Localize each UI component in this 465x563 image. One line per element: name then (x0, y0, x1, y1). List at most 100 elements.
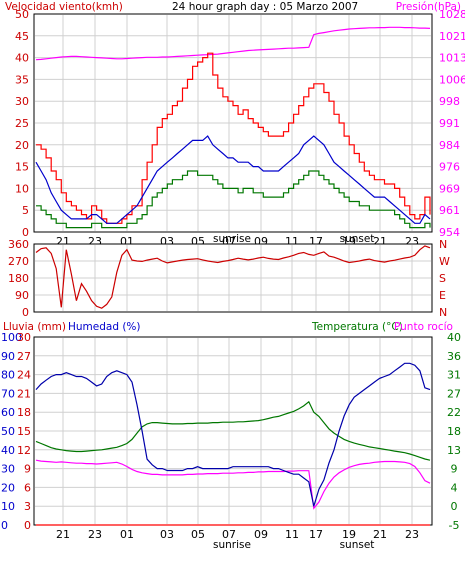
wind-direction-compass-label: N (439, 238, 447, 251)
climate-time-ticks: 21 23 01 03 05 07 09 11 17 19 21 23 (56, 528, 419, 541)
wind-pressure-panel: Velocidad viento(kmh) 24 hour graph day … (5, 1, 465, 248)
temperature-line (35, 400, 431, 461)
wind-direction-compass-label: N (439, 306, 447, 319)
rain-humidity-temp-grid (35, 338, 431, 524)
rain-tick-label: 6 (24, 481, 31, 494)
humidity-tick-label: 60 (1, 406, 15, 419)
humidity-tick-label: 90 (1, 350, 15, 363)
humidity-tick-label: 0 (1, 519, 8, 532)
wind-average-line (35, 135, 431, 224)
wind-speed-tick-label: 15 (15, 161, 29, 174)
humidity-tick-label: 80 (1, 369, 15, 382)
sunrise-label: sunrise (213, 233, 251, 245)
temperature-tick-label: 22 (447, 406, 461, 419)
wind-direction-compass-label: W (439, 255, 450, 268)
pressure-tick-label: 954 (439, 226, 460, 239)
graph-title: 24 hour graph day : 05 Marzo 2007 (172, 1, 358, 13)
humidity-tick-label: 10 (1, 500, 15, 513)
dewpoint-line (35, 459, 431, 510)
temperature-tick-label: 0 (451, 500, 458, 513)
pressure-ticks: 954 961 969 976 984 991 998 1006 1013 1021 1028 (439, 8, 465, 239)
wind-direction-compass-label: S (439, 272, 446, 285)
pressure-line (35, 26, 431, 61)
rain-humidity-ticks: 0 10 20 30 40 50 60 70 80 90 100 0 3 6 9 12 15 18 21 24 27 30 (1, 331, 31, 532)
pressure-tick-label: 961 (439, 204, 460, 217)
wind-direction-series (35, 245, 431, 309)
temperature-ticks: -5 0 4 9 13 18 22 27 31 36 40 (447, 331, 461, 532)
wind-direction-degree-ticks: 0 90 180 270 360 (8, 238, 29, 319)
time-tick-label: 21 (373, 528, 387, 541)
wind-speed-ticks: 0 5 10 15 20 25 30 35 40 45 50 (15, 8, 29, 239)
rain-tick-label: 3 (24, 500, 31, 513)
pressure-axis-title: Presión(hPa) (396, 1, 461, 13)
wind-direction-line (35, 245, 431, 309)
wind-min-line (36, 170, 431, 229)
temperature-tick-label: 4 (451, 481, 458, 494)
temperature-tick-label: 9 (451, 463, 458, 476)
wind-direction-compass-label: E (439, 289, 446, 302)
wind-direction-grid (35, 245, 431, 311)
wind-speed-tick-label: 10 (15, 182, 29, 195)
rain-tick-label: 0 (24, 519, 31, 532)
wind-direction-degree-label: 270 (8, 255, 29, 268)
wind-direction-degree-label: 360 (8, 238, 29, 251)
temperature-tick-label: 13 (447, 444, 461, 457)
wind-speed-tick-label: 45 (15, 30, 29, 43)
wind-speed-tick-label: 0 (22, 226, 29, 239)
temperature-tick-label: 27 (447, 387, 461, 400)
sunset-label-bottom: sunset (340, 539, 375, 551)
time-tick-label: 23 (88, 528, 102, 541)
pressure-tick-label: 1021 (439, 30, 465, 43)
pressure-tick-label: 1028 (439, 8, 465, 21)
wind-speed-tick-label: 35 (15, 73, 29, 86)
humidity-line (35, 362, 431, 507)
humidity-axis-title: Humedad (%) (68, 321, 141, 333)
humidity-tick-label: 50 (1, 425, 15, 438)
pressure-tick-label: 969 (439, 182, 460, 195)
wind-speed-tick-label: 40 (15, 52, 29, 65)
rain-tick-label: 12 (17, 444, 31, 457)
pressure-tick-label: 1013 (439, 52, 465, 65)
sunset-label: sunset (340, 233, 375, 245)
wind-gust-line (36, 52, 431, 224)
rain-humidity-temp-panel: Lluvia (mm) Humedad (%) Temperatura (°C)… (1, 321, 461, 551)
wind-speed-tick-label: 50 (15, 8, 29, 21)
wind-speed-tick-label: 20 (15, 139, 29, 152)
temperature-tick-label: 36 (447, 350, 461, 363)
rain-tick-label: 15 (17, 425, 31, 438)
wind-pressure-series (35, 26, 431, 229)
humidity-tick-label: 20 (1, 481, 15, 494)
rain-humidity-temp-series (35, 362, 431, 526)
pressure-tick-label: 1006 (439, 73, 465, 86)
time-tick-label: 19 (342, 528, 356, 541)
temperature-tick-label: 31 (447, 369, 461, 382)
humidity-tick-label: 40 (1, 444, 15, 457)
rain-tick-label: 24 (17, 369, 31, 382)
time-tick-label: 23 (405, 528, 419, 541)
rain-tick-label: 27 (17, 350, 31, 363)
temperature-tick-label: 18 (447, 425, 461, 438)
pressure-tick-label: 976 (439, 161, 460, 174)
wind-speed-tick-label: 30 (15, 95, 29, 108)
time-tick-label: 07 (222, 528, 236, 541)
temperature-axis-title: Temperatura (°C) (311, 321, 403, 333)
wind-speed-tick-label: 25 (15, 117, 29, 130)
wind-direction-degree-label: 0 (22, 306, 29, 319)
wind-direction-degree-label: 180 (8, 272, 29, 285)
pressure-tick-label: 984 (439, 139, 460, 152)
dewpoint-axis-title: Punto rocío (394, 321, 453, 333)
time-tick-label: 21 (56, 528, 70, 541)
humidity-tick-label: 100 (1, 331, 22, 344)
humidity-tick-label: 30 (1, 463, 15, 476)
pressure-tick-label: 998 (439, 95, 460, 108)
sunrise-label-bottom: sunrise (213, 539, 251, 551)
pressure-tick-label: 991 (439, 117, 460, 130)
wind-speed-axis-title: Velocidad viento(kmh) (5, 1, 123, 13)
rain-axis-title: Lluvia (mm) (3, 321, 66, 333)
time-tick-label: 05 (191, 528, 205, 541)
time-tick-label: 03 (160, 528, 174, 541)
